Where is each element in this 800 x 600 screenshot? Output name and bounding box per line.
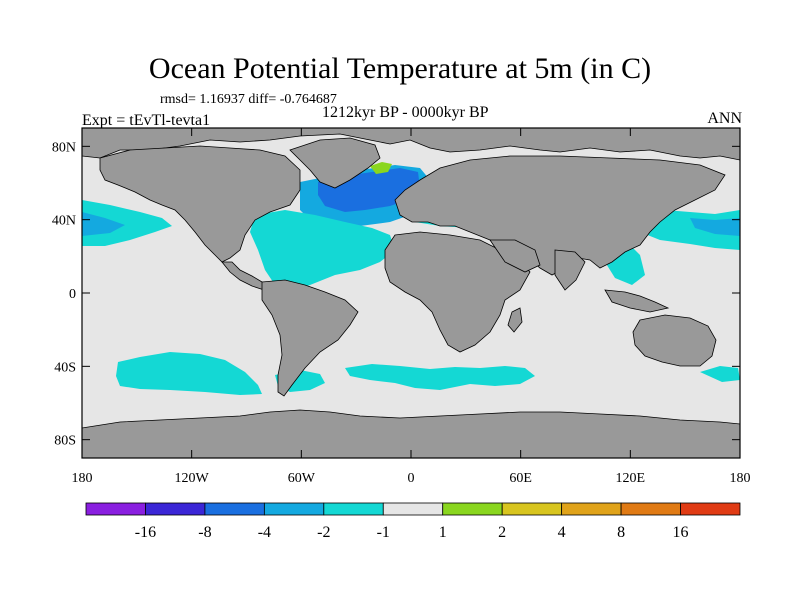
lat-tick-label: 40S xyxy=(54,360,76,375)
colorbar-label: 16 xyxy=(673,524,689,541)
lat-tick-label: 40N xyxy=(52,214,76,229)
region-north-pacific-cool-b xyxy=(82,212,125,236)
region-gulf-cool xyxy=(250,210,395,292)
land-antarctica xyxy=(82,409,740,458)
land-north-america xyxy=(99,145,301,263)
colorbar-label: -16 xyxy=(135,524,156,541)
axis-ticks xyxy=(81,128,741,458)
lat-tick-label: 80N xyxy=(52,140,76,155)
land-indonesia xyxy=(604,289,670,313)
region-kuroshio-cool-b xyxy=(690,218,740,236)
colorbar-label: 1 xyxy=(439,524,447,541)
colorbar-label: -8 xyxy=(198,524,211,541)
colorbar-label: 4 xyxy=(558,524,566,541)
colorbar-label: 2 xyxy=(498,524,506,541)
colorbar-swatch xyxy=(442,502,503,516)
region-southern-ocean-cool-4 xyxy=(700,366,740,382)
colorbar-label: 8 xyxy=(617,524,625,541)
land-madagascar xyxy=(507,307,523,333)
colorbar-swatch xyxy=(204,502,265,516)
lon-tick-label: 180 xyxy=(72,471,93,486)
colorbar-swatch xyxy=(382,502,444,516)
axis-labels: 180 120W 60W 0 60E 120E 180 80N 40N 0 40S 80S xyxy=(52,140,751,486)
lat-tick-label: 80S xyxy=(54,434,76,449)
region-nordic-warm xyxy=(370,162,392,174)
colorbar-swatch xyxy=(263,502,325,516)
region-southern-ocean-cool xyxy=(116,352,262,395)
land-eurasia xyxy=(394,155,726,276)
lon-tick-label: 60E xyxy=(509,471,532,486)
lat-tick-label: 0 xyxy=(69,287,76,302)
lon-tick-label: 120W xyxy=(175,471,210,486)
colorbar-label: -1 xyxy=(377,524,390,541)
colorbar-swatch xyxy=(85,502,146,516)
season-label: ANN xyxy=(707,110,742,127)
colorbar-label: -4 xyxy=(258,524,271,541)
lon-tick-label: 180 xyxy=(730,471,751,486)
period-label: 1212kyr BP - 0000kyr BP xyxy=(322,104,489,121)
stats-line: rmsd= 1.16937 diff= -0.764687 xyxy=(160,92,337,107)
region-southern-ocean-cool-2 xyxy=(345,364,535,390)
experiment-label: Expt = tEvTl-tevta1 xyxy=(82,112,211,129)
colorbar-swatch xyxy=(501,502,563,516)
lon-tick-label: 60W xyxy=(288,471,316,486)
land-masses xyxy=(82,128,740,458)
region-north-pacific-cool xyxy=(82,200,172,246)
lon-tick-label: 120E xyxy=(616,471,646,486)
map-title: Ocean Potential Temperature at 5m (in C) xyxy=(148,52,652,85)
land-south-america xyxy=(261,279,359,397)
colorbar-swatch xyxy=(680,502,741,516)
land-africa xyxy=(384,231,531,353)
colorbar-swatch xyxy=(145,502,206,516)
land-greenland xyxy=(289,137,381,189)
colorbar-swatch xyxy=(323,502,384,516)
land-arabia xyxy=(489,239,541,273)
lon-tick-label: 0 xyxy=(408,471,415,486)
colorbar-swatch xyxy=(561,502,622,516)
colorbar-swatch xyxy=(620,502,681,516)
colorbar: -16 -8 -4 -2 -1 1 2 4 8 16 xyxy=(85,502,741,541)
colorbar-label: -2 xyxy=(317,524,330,541)
land-india xyxy=(554,249,586,291)
land-australia xyxy=(632,314,717,367)
